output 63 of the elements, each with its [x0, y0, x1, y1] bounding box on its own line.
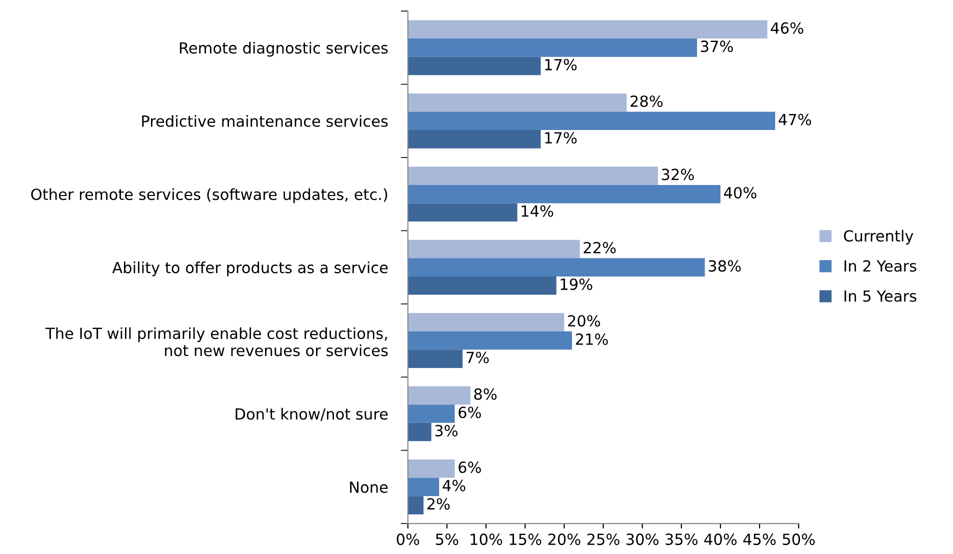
- x-tick-label: 40%: [704, 534, 737, 546]
- bar: [408, 258, 705, 276]
- y-tick-label: Ability to offer products as a service: [112, 262, 388, 276]
- bar: [408, 112, 776, 130]
- data-label: 14%: [522, 205, 554, 217]
- bar: [408, 422, 432, 442]
- data-label: 47%: [778, 114, 812, 126]
- y-tick-label: Don't know/not sure: [236, 408, 388, 421]
- x-tick-label: 5%: [436, 534, 458, 546]
- legend-label: In 2 Years: [844, 260, 916, 272]
- x-tick-label: 20%: [548, 534, 580, 546]
- data-label: 17%: [545, 58, 577, 70]
- data-label: 6%: [458, 462, 481, 474]
- data-label: 19%: [560, 278, 592, 290]
- x-tick-label: 30%: [626, 534, 658, 546]
- bar: [408, 56, 541, 76]
- bar: [408, 313, 564, 332]
- data-label: 37%: [700, 40, 733, 52]
- bar: [408, 20, 768, 39]
- x-tick-label: 0%: [396, 534, 420, 546]
- legend-label: Currently: [844, 230, 914, 245]
- bar: [408, 331, 572, 350]
- data-label: 40%: [724, 186, 756, 199]
- x-tick-label: 15%: [510, 534, 542, 546]
- bar: [408, 478, 440, 496]
- data-label: 7%: [466, 352, 489, 364]
- bar: [408, 459, 455, 478]
- bar: [408, 404, 455, 423]
- data-label: 28%: [630, 95, 663, 108]
- x-tick-label: 45%: [743, 534, 776, 546]
- x-tick-label: 25%: [587, 534, 620, 546]
- bar: [408, 93, 627, 112]
- bar: [408, 184, 720, 204]
- data-label: 20%: [568, 315, 600, 327]
- bar: [408, 496, 424, 514]
- bar: [408, 276, 556, 295]
- y-tick-label: None: [350, 482, 388, 493]
- data-label: 3%: [435, 424, 458, 436]
- bar: [408, 386, 470, 405]
- x-tick-label: 35%: [666, 534, 698, 546]
- bar: [408, 350, 463, 368]
- bar: [408, 166, 658, 185]
- bar: [408, 240, 580, 258]
- data-label: 2%: [427, 498, 450, 510]
- data-label: 46%: [770, 22, 804, 34]
- data-label: 6%: [458, 406, 481, 418]
- data-label: 38%: [708, 260, 741, 272]
- data-label: 21%: [576, 333, 608, 345]
- x-tick-label: 10%: [470, 534, 502, 546]
- bar: [408, 203, 518, 222]
- legend-label: In 5 Years: [844, 290, 916, 302]
- bar: [408, 38, 698, 57]
- data-label: 8%: [474, 388, 497, 400]
- y-tick-label: Other remote services (software updates, etc.): [31, 188, 388, 204]
- bar: [408, 130, 541, 148]
- y-tick-label: The IoT will primarily enable cost reductions, not new revenues or services: [45, 327, 388, 356]
- y-tick-label: Predictive maintenance services: [142, 115, 388, 127]
- data-label: 32%: [662, 168, 694, 180]
- data-label: 4%: [442, 480, 466, 492]
- x-tick-label: 50%: [782, 534, 815, 546]
- y-tick-label: Remote diagnostic services: [180, 42, 388, 57]
- data-label: 17%: [545, 132, 577, 144]
- data-label: 22%: [584, 242, 616, 254]
